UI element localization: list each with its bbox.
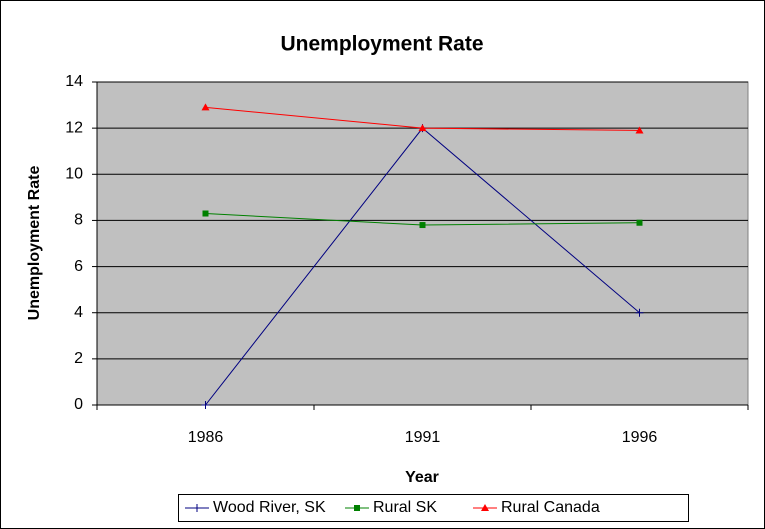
legend-box — [178, 494, 689, 522]
data-point — [419, 222, 426, 229]
legend-label: Rural SK — [373, 499, 437, 516]
y-tick-label: 10 — [65, 166, 83, 183]
data-point — [201, 103, 210, 111]
y-tick-label: 8 — [74, 212, 83, 229]
legend-label: Rural Canada — [501, 499, 600, 516]
legend-marker — [193, 504, 201, 512]
legend-marker — [481, 504, 489, 511]
y-tick-label: 2 — [74, 350, 83, 367]
y-tick-label: 4 — [74, 304, 83, 321]
data-point — [202, 210, 209, 217]
plot-area — [96, 81, 749, 406]
data-point — [636, 219, 643, 226]
data-point — [418, 124, 427, 132]
x-tick-label: 1991 — [405, 429, 441, 446]
data-point — [635, 308, 644, 317]
legend-marker — [354, 505, 360, 511]
y-axis-label: Unemployment Rate — [26, 166, 43, 321]
y-tick-label: 6 — [74, 258, 83, 275]
data-point — [201, 401, 210, 409]
x-tick-label: 1996 — [622, 429, 658, 446]
chart-title: Unemployment Rate — [280, 33, 483, 56]
y-tick-label: 0 — [74, 396, 83, 413]
legend-label: Wood River, SK — [213, 499, 326, 516]
y-tick-label: 12 — [65, 119, 83, 136]
y-tick-label: 14 — [65, 73, 83, 90]
x-tick-label: 1986 — [188, 429, 224, 446]
x-axis-label: Year — [405, 469, 439, 486]
data-point — [635, 126, 644, 134]
